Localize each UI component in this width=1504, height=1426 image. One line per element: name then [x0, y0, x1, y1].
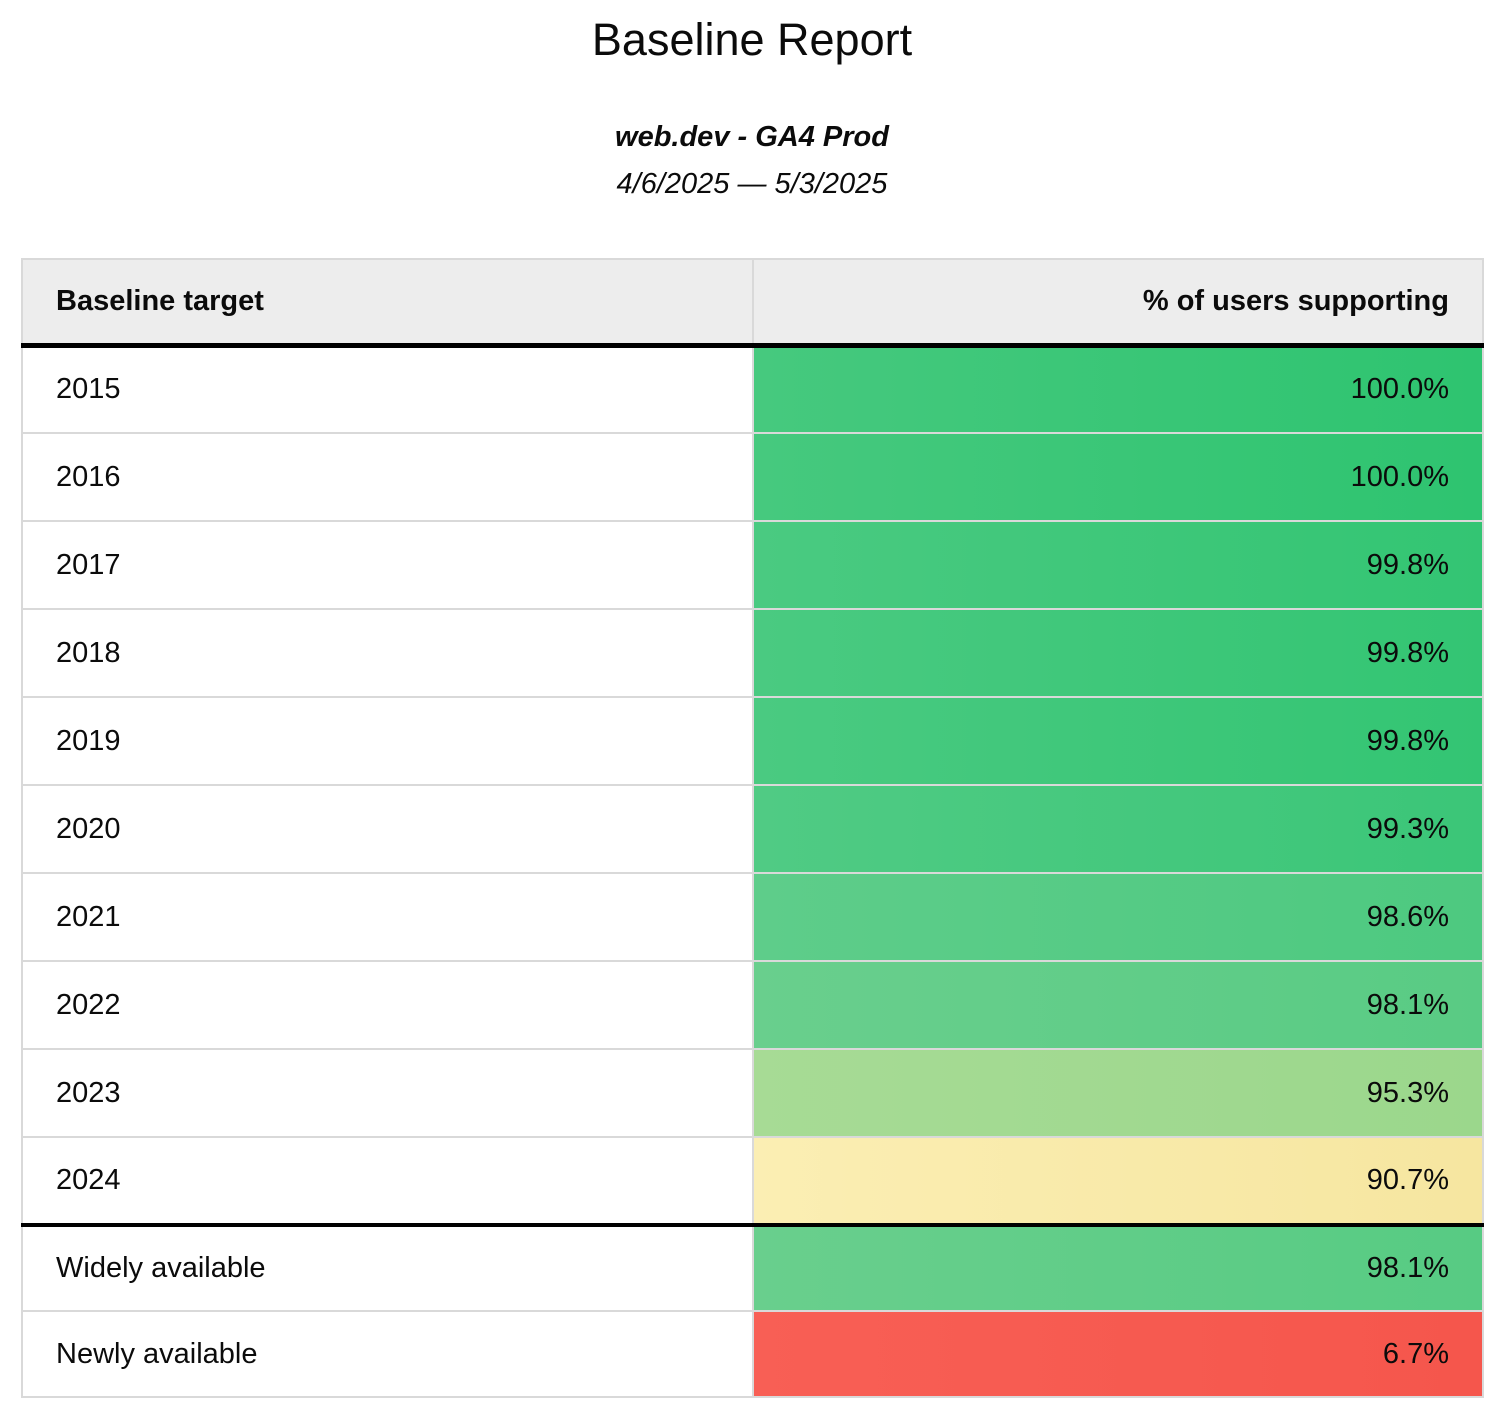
baseline-target-cell: 2021	[21, 872, 754, 962]
baseline-target-cell: Widely available	[21, 1224, 754, 1312]
baseline-target-cell: 2015	[21, 344, 754, 434]
support-percentage-cell: 98.1%	[751, 960, 1484, 1050]
baseline-target-cell: Newly available	[21, 1310, 754, 1398]
report-page: Baseline Report web.dev - GA4 Prod 4/6/2…	[0, 14, 1504, 1398]
baseline-target-cell: 2022	[21, 960, 754, 1050]
table-row: Widely available 98.1%	[21, 1224, 1484, 1312]
baseline-target-cell: 2018	[21, 608, 754, 698]
support-percentage-cell: 95.3%	[751, 1048, 1484, 1138]
support-percentage-cell: 99.8%	[751, 520, 1484, 610]
report-property-name: web.dev - GA4 Prod	[615, 121, 889, 153]
baseline-target-cell: 2023	[21, 1048, 754, 1138]
support-percentage-cell: 99.8%	[751, 696, 1484, 786]
table-row: 2018 99.8%	[21, 608, 1484, 698]
baseline-target-cell: 2019	[21, 696, 754, 786]
support-percentage-cell: 99.8%	[751, 608, 1484, 698]
support-percentage-cell: 98.6%	[751, 872, 1484, 962]
table-row: 2020 99.3%	[21, 784, 1484, 874]
baseline-target-cell: 2017	[21, 520, 754, 610]
support-percentage-cell: 100.0%	[751, 432, 1484, 522]
support-percentage-cell: 90.7%	[751, 1136, 1484, 1227]
baseline-table: Baseline target % of users supporting 20…	[21, 258, 1484, 1398]
report-title: Baseline Report	[591, 14, 913, 65]
table-row: Newly available 6.7%	[21, 1310, 1484, 1398]
table-row: 2016 100.0%	[21, 432, 1484, 522]
baseline-target-cell: 2016	[21, 432, 754, 522]
baseline-target-cell: 2020	[21, 784, 754, 874]
table-header: Baseline target % of users supporting	[21, 258, 1484, 348]
support-percentage-cell: 98.1%	[751, 1224, 1484, 1312]
support-percentage-cell: 100.0%	[751, 344, 1484, 434]
column-header-baseline-target: Baseline target	[21, 258, 754, 348]
table-body: 2015 100.0% 2016 100.0% 2017 99.8% 2018 …	[21, 344, 1484, 1398]
support-percentage-cell: 99.3%	[751, 784, 1484, 874]
header-row: Baseline target % of users supporting	[21, 258, 1484, 348]
table-row: 2023 95.3%	[21, 1048, 1484, 1138]
table-row: 2022 98.1%	[21, 960, 1484, 1050]
table-row: 2019 99.8%	[21, 696, 1484, 786]
baseline-target-cell: 2024	[21, 1136, 754, 1227]
table-row: 2017 99.8%	[21, 520, 1484, 610]
column-header-users-supporting: % of users supporting	[751, 258, 1484, 348]
table-row: 2024 90.7%	[21, 1136, 1484, 1227]
report-date-range: 4/6/2025 — 5/3/2025	[616, 168, 888, 200]
support-percentage-cell: 6.7%	[751, 1310, 1484, 1398]
table-row: 2015 100.0%	[21, 344, 1484, 434]
table-row: 2021 98.6%	[21, 872, 1484, 962]
